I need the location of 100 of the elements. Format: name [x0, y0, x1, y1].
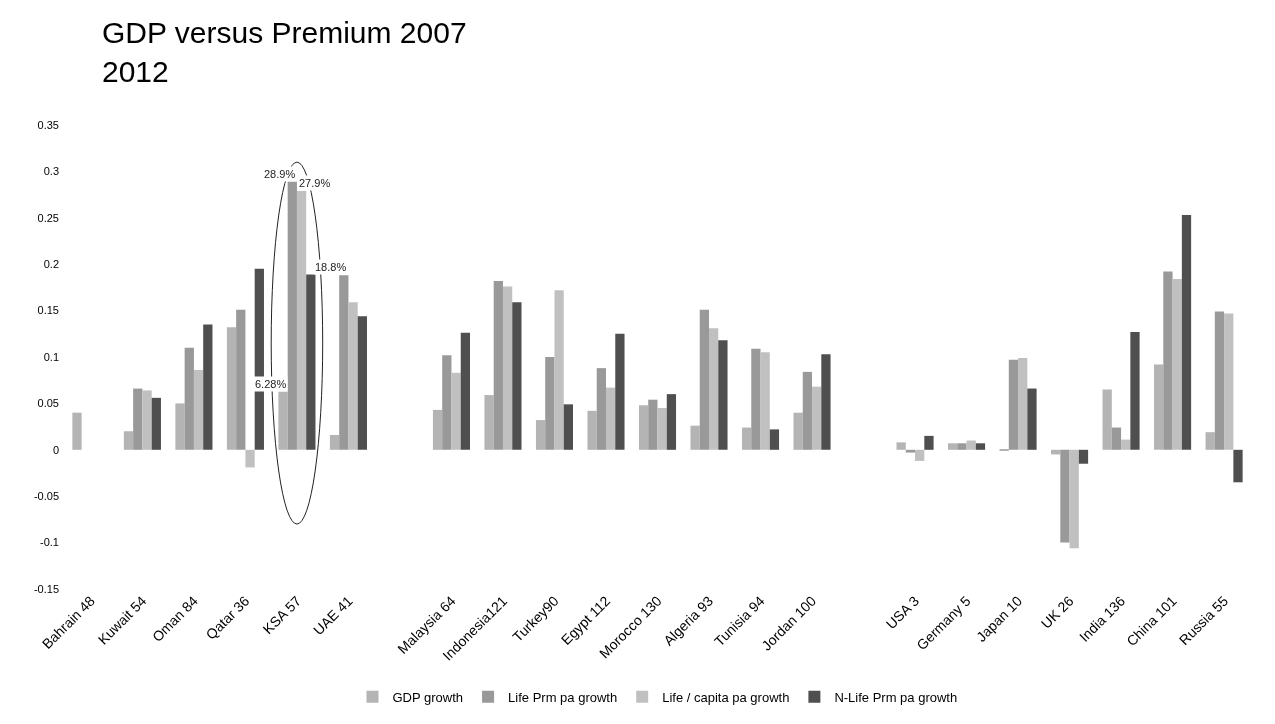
bar — [535, 420, 546, 450]
x-tick-label: UK 26 — [1037, 592, 1077, 632]
bar — [1121, 439, 1131, 450]
bar — [638, 405, 649, 450]
bar — [812, 386, 822, 450]
legend-label: Life Prm pa growth — [508, 689, 618, 705]
bar — [133, 388, 143, 450]
bar — [1078, 449, 1089, 464]
bar — [151, 397, 161, 450]
bar — [226, 327, 237, 450]
bar — [605, 387, 616, 450]
bar — [72, 412, 82, 450]
bar — [666, 394, 677, 450]
bar — [1154, 364, 1164, 450]
bar — [760, 352, 770, 450]
bar — [769, 429, 780, 450]
bar — [948, 443, 958, 450]
bar — [975, 443, 986, 450]
bar — [709, 328, 719, 450]
y-tick-label: 0.3 — [43, 165, 59, 178]
y-tick-label: 0.1 — [43, 350, 59, 363]
bar — [203, 324, 213, 450]
bar — [793, 412, 803, 450]
bar — [348, 302, 358, 450]
data-label: 28.9% — [264, 168, 296, 180]
bar — [821, 354, 831, 450]
legend-label: Life / capita pa growth — [662, 689, 790, 705]
bar — [432, 409, 443, 450]
legend-label: GDP growth — [392, 689, 464, 705]
bar — [957, 443, 967, 450]
bar — [339, 275, 349, 450]
bar — [915, 449, 925, 461]
bar — [1172, 279, 1182, 450]
bar — [648, 399, 658, 450]
bar — [493, 280, 503, 450]
bar — [484, 395, 494, 450]
y-tick-label: -0.15 — [33, 582, 59, 595]
bar — [1102, 389, 1112, 450]
bar — [966, 440, 976, 450]
bar — [1018, 357, 1028, 450]
data-label: 6.28% — [255, 378, 287, 390]
bar — [1205, 432, 1215, 450]
bar — [596, 368, 606, 450]
bar — [554, 290, 564, 450]
bar — [175, 403, 185, 450]
bar — [741, 427, 752, 450]
data-label: 27.9% — [299, 177, 331, 189]
y-tick-label: 0 — [52, 443, 59, 456]
bar — [306, 274, 316, 450]
bar — [690, 425, 700, 450]
bar — [296, 190, 307, 450]
bar — [657, 408, 667, 450]
bar — [1233, 449, 1243, 483]
bar — [245, 449, 255, 468]
bar — [236, 309, 246, 450]
bar — [1060, 449, 1070, 543]
bar — [905, 449, 916, 453]
bar — [451, 372, 461, 450]
y-tick-label: 0.15 — [37, 304, 59, 317]
bar — [502, 286, 513, 450]
bar — [460, 332, 471, 450]
bar — [563, 404, 574, 450]
bar — [1181, 215, 1192, 450]
y-tick-label: 0.25 — [37, 211, 59, 224]
bar — [924, 435, 934, 450]
bar — [1224, 313, 1234, 450]
bar — [896, 442, 906, 450]
bar — [587, 410, 597, 450]
y-tick-label: 0.2 — [43, 258, 59, 271]
bar — [699, 309, 710, 450]
y-tick-label: 0.05 — [37, 397, 59, 410]
chart-title: GDP versus Premium 2007 2012 — [102, 16, 467, 89]
data-label: 18.8% — [315, 261, 347, 273]
bar — [329, 434, 340, 450]
bar — [1027, 388, 1037, 450]
bar — [802, 371, 813, 450]
y-tick-label: -0.05 — [33, 490, 59, 503]
bar — [512, 302, 522, 450]
bar — [193, 369, 204, 450]
bar — [278, 391, 288, 450]
x-tick-label: KSA 57 — [259, 592, 305, 638]
bar — [1130, 331, 1140, 450]
bar — [545, 357, 555, 450]
bar — [123, 431, 134, 450]
legend-label: N-Life Prm pa growth — [834, 689, 958, 705]
bar — [142, 390, 152, 450]
bar — [1163, 271, 1173, 450]
x-tick-label: USA 3 — [882, 592, 923, 633]
bar — [1069, 449, 1079, 549]
y-tick-label: -0.1 — [40, 536, 59, 549]
bar — [357, 316, 367, 450]
bar — [615, 333, 625, 450]
bar — [1008, 359, 1019, 450]
bar — [751, 348, 761, 450]
bar — [1214, 311, 1225, 450]
bar — [184, 347, 194, 450]
y-tick-label: 0.35 — [37, 118, 59, 131]
bar — [718, 340, 728, 450]
bar — [1111, 427, 1122, 450]
bar — [442, 355, 452, 450]
